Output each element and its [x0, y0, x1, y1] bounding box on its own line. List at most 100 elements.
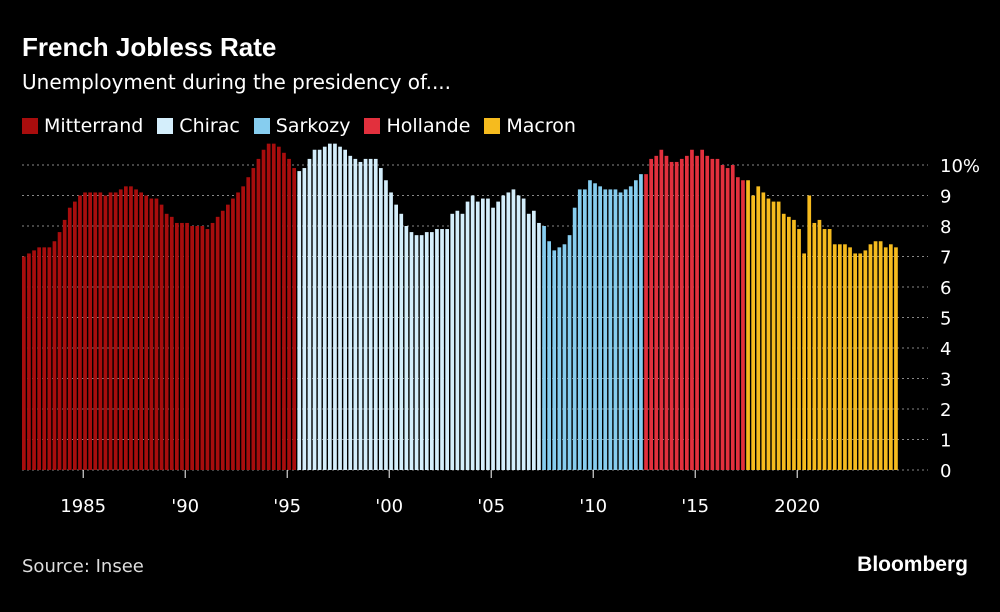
bar-macron: [863, 250, 868, 470]
bar-mitterrand: [62, 219, 67, 470]
bar-mitterrand: [73, 201, 77, 470]
bar-mitterrand: [27, 253, 31, 470]
bar-chirac: [475, 201, 480, 470]
bar-sarkozy: [608, 189, 613, 470]
bar-mitterrand: [282, 152, 286, 471]
bar-mitterrand: [190, 226, 194, 470]
bar-mitterrand: [124, 186, 128, 470]
bar-macron: [868, 244, 873, 470]
bar-mitterrand: [271, 143, 276, 470]
bar-chirac: [470, 195, 475, 470]
bar-mitterrand: [287, 158, 291, 470]
bar-mitterrand: [215, 216, 220, 470]
bar-macron: [873, 241, 878, 470]
bar-sarkozy: [588, 180, 592, 470]
legend-item-macron: Macron: [484, 115, 576, 137]
x-tick-label: '90: [171, 496, 199, 517]
bar-mitterrand: [78, 195, 82, 470]
bar-chirac: [404, 226, 409, 470]
bloomberg-logo: Bloomberg: [857, 553, 968, 576]
bar-macron: [878, 241, 883, 470]
bar-mitterrand: [220, 210, 225, 470]
legend-swatch: [253, 118, 270, 134]
bar-chirac: [297, 171, 302, 470]
bar-sarkozy: [577, 189, 582, 470]
bar-macron: [817, 219, 822, 470]
bar-macron: [858, 253, 863, 470]
bar-mitterrand: [98, 192, 103, 470]
bar-chirac: [348, 155, 353, 470]
bar-hollande: [705, 155, 710, 470]
bar-hollande: [644, 174, 648, 470]
bar-chirac: [481, 198, 485, 471]
legend-item-mitterrand: Mitterrand: [22, 115, 143, 137]
bar-sarkozy: [613, 189, 618, 470]
bar-macron: [838, 244, 842, 470]
bar-hollande: [700, 149, 704, 470]
bar-chirac: [506, 192, 511, 470]
bar-mitterrand: [231, 198, 235, 471]
bar-mitterrand: [210, 222, 215, 470]
bar-mitterrand: [169, 216, 174, 470]
bar-mitterrand: [266, 143, 271, 470]
bar-chirac: [409, 232, 414, 470]
bar-macron: [889, 244, 893, 470]
bar-mitterrand: [205, 229, 210, 470]
bar-mitterrand: [52, 241, 57, 470]
legend-item-sarkozy: Sarkozy: [253, 115, 350, 137]
bar-mitterrand: [134, 189, 138, 470]
bar-mitterrand: [32, 250, 36, 470]
bar-chirac: [353, 158, 358, 470]
y-tick-label: 2: [940, 400, 951, 421]
bar-hollande: [659, 149, 664, 470]
bar-mitterrand: [195, 226, 200, 470]
bar-chirac: [486, 198, 490, 471]
bar-mitterrand: [139, 192, 143, 470]
bar-sarkozy: [623, 189, 628, 470]
x-tick-label: '15: [681, 496, 709, 517]
y-tick-label: 4: [940, 339, 951, 360]
bar-mitterrand: [57, 232, 62, 470]
bar-sarkozy: [618, 192, 623, 470]
bar-macron: [792, 219, 796, 470]
bar-macron: [843, 244, 847, 470]
bar-chirac: [333, 143, 337, 470]
x-tick-label: '05: [477, 496, 505, 517]
bar-macron: [812, 222, 817, 470]
bar-mitterrand: [108, 192, 113, 470]
bar-chirac: [526, 213, 531, 471]
legend-swatch: [22, 118, 38, 134]
bar-macron: [802, 253, 806, 470]
bar-hollande: [664, 155, 669, 470]
bar-hollande: [720, 165, 725, 470]
bar-mitterrand: [241, 186, 245, 470]
legend-swatch: [364, 118, 381, 134]
legend-label: Chirac: [179, 115, 240, 137]
bar-chirac: [358, 161, 363, 470]
bar-sarkozy: [593, 183, 597, 471]
bar-chirac: [465, 201, 470, 470]
x-tick-label: 2020: [774, 496, 820, 517]
bar-hollande: [669, 161, 674, 470]
bar-mitterrand: [37, 247, 41, 470]
y-tick-label: 10%: [940, 156, 980, 177]
bar-macron: [781, 213, 786, 471]
bar-mitterrand: [118, 189, 123, 470]
bar-sarkozy: [603, 189, 608, 470]
bar-hollande: [741, 180, 745, 470]
x-tick-label: 1985: [60, 496, 106, 517]
bar-chirac: [532, 210, 536, 470]
bar-sarkozy: [567, 235, 572, 470]
bar-chirac: [394, 204, 398, 470]
bar-chirac: [302, 168, 307, 471]
bar-chirac: [368, 158, 373, 470]
bar-macron: [848, 247, 852, 470]
bar-hollande: [679, 158, 684, 470]
bar-macron: [776, 201, 781, 470]
bar-mitterrand: [164, 213, 169, 471]
bar-chirac: [419, 235, 424, 470]
y-tick-label: 7: [940, 248, 951, 269]
chart-title: French Jobless Rate: [22, 32, 277, 62]
bar-sarkozy: [552, 250, 557, 470]
bar-chirac: [414, 235, 419, 470]
